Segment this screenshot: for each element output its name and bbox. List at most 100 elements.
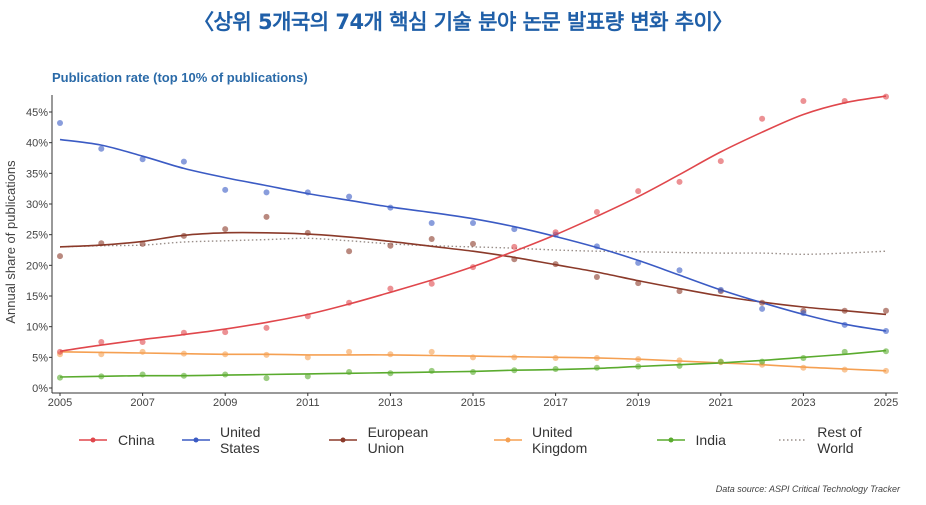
- data-point-china: [759, 115, 766, 122]
- data-point-united-kingdom: [883, 367, 889, 374]
- x-tick-label: 2025: [874, 397, 898, 409]
- legend-item-european-union: European Union: [328, 424, 466, 456]
- data-point-united-states: [263, 189, 270, 196]
- data-point-united-states: [139, 156, 146, 163]
- legend-swatch-china: [79, 437, 107, 443]
- data-point-china: [883, 93, 889, 100]
- data-point-united-kingdom: [387, 351, 394, 358]
- page-title: 〈상위 5개국의 74개 핵심 기술 분야 논문 발표량 변화 추이〉: [193, 10, 733, 34]
- data-point-india: [511, 367, 518, 374]
- legend-item-china: China: [78, 432, 155, 448]
- data-point-china: [800, 97, 807, 104]
- data-point-united-states: [593, 243, 600, 250]
- data-point-india: [57, 374, 63, 381]
- data-point-united-kingdom: [263, 351, 270, 358]
- data-point-united-states: [346, 193, 353, 200]
- y-tick-label: 15%: [26, 291, 48, 303]
- data-point-european-union: [139, 240, 146, 247]
- legend-label: United Kingdom: [532, 424, 588, 456]
- data-point-china: [511, 243, 518, 250]
- data-point-india: [98, 373, 105, 380]
- legend-label: China: [118, 432, 155, 448]
- data-point-united-kingdom: [180, 350, 187, 357]
- legend: China United States European Union United K…: [78, 424, 926, 456]
- data-point-india: [304, 373, 311, 380]
- y-tick-label: 5%: [32, 352, 48, 364]
- data-point-china: [717, 158, 724, 165]
- data-point-united-states: [387, 204, 394, 211]
- data-point-china: [98, 339, 105, 345]
- y-axis-title: Annual share of publications: [3, 160, 18, 324]
- data-point-european-union: [57, 253, 63, 260]
- data-point-china: [263, 324, 270, 331]
- data-point-united-kingdom: [511, 354, 518, 361]
- chart-title: Publication rate (top 10% of publication…: [52, 70, 308, 85]
- data-point-european-union: [98, 240, 105, 247]
- data-point-india: [883, 348, 889, 355]
- data-point-india: [470, 369, 476, 376]
- data-point-india: [841, 348, 848, 355]
- data-point-india: [428, 367, 435, 374]
- data-point-united-states: [180, 158, 187, 165]
- data-point-european-union: [841, 307, 848, 314]
- data-point-european-union: [759, 299, 766, 306]
- x-ticks: 2005 2007 2009 2011 2013 2015 2017 2019 2021 2023…: [48, 393, 898, 409]
- legend-item-india: India: [656, 432, 726, 448]
- y-tick-label: 35%: [26, 168, 48, 180]
- line-chart: Annual share of publications 0% 5% 10% 15% 2…: [3, 93, 898, 409]
- data-point-china: [593, 208, 600, 215]
- y-tick-label: 0%: [32, 383, 48, 395]
- data-point-european-union: [304, 229, 311, 236]
- data-point-united-kingdom: [428, 348, 435, 355]
- axes: Annual share of publications: [3, 95, 898, 394]
- x-tick-label: 2021: [709, 397, 733, 409]
- x-tick-label: 2023: [791, 397, 815, 409]
- data-point-united-kingdom: [593, 354, 600, 361]
- data-point-united-kingdom: [222, 351, 229, 358]
- data-point-china: [428, 280, 435, 287]
- data-point-united-states: [676, 267, 683, 274]
- y-tick-label: 10%: [26, 322, 48, 334]
- data-point-european-union: [552, 261, 559, 268]
- data-point-united-states: [635, 259, 642, 266]
- data-point-united-states: [883, 327, 889, 334]
- data-point-united-states: [759, 305, 766, 312]
- data-point-india: [593, 364, 600, 371]
- data-point-united-states: [98, 145, 105, 152]
- data-point-united-kingdom: [304, 354, 311, 361]
- x-tick-label: 2009: [213, 397, 237, 409]
- data-point-united-states: [470, 220, 476, 227]
- data-point-united-kingdom: [346, 348, 353, 355]
- x-tick-label: 2007: [130, 397, 154, 409]
- data-point-united-kingdom: [800, 364, 807, 371]
- data-point-united-states: [222, 186, 229, 193]
- data-point-united-kingdom: [676, 357, 683, 364]
- y-ticks: 0% 5% 10% 15% 20% 25% 30% 35% 40% 45%: [26, 107, 52, 395]
- data-point-india: [717, 358, 724, 365]
- data-point-european-union: [635, 280, 642, 287]
- legend-item-united-kingdom: United Kingdom: [493, 424, 630, 456]
- trend-line-rest-of-world: [59, 237, 887, 256]
- y-tick-label: 25%: [26, 230, 48, 242]
- legend-label: India: [695, 432, 726, 448]
- data-point-european-union: [883, 307, 889, 314]
- data-point-european-union: [428, 235, 435, 242]
- data-point-european-union: [387, 242, 394, 249]
- data-point-united-kingdom: [635, 356, 642, 363]
- data-point-china: [57, 348, 63, 355]
- data-point-india: [180, 372, 187, 379]
- data-point-united-kingdom: [841, 366, 848, 373]
- data-point-united-states: [304, 189, 311, 196]
- data-point-india: [800, 354, 807, 361]
- data-point-china: [841, 97, 848, 104]
- series-points: [57, 93, 889, 382]
- data-point-india: [222, 371, 229, 378]
- y-tick-label: 40%: [26, 138, 48, 150]
- data-point-china: [304, 313, 311, 320]
- data-point-european-union: [470, 240, 476, 247]
- data-point-india: [552, 365, 559, 372]
- data-point-india: [139, 371, 146, 378]
- data-point-european-union: [222, 226, 229, 233]
- data-point-united-states: [841, 321, 848, 328]
- data-point-india: [346, 369, 353, 376]
